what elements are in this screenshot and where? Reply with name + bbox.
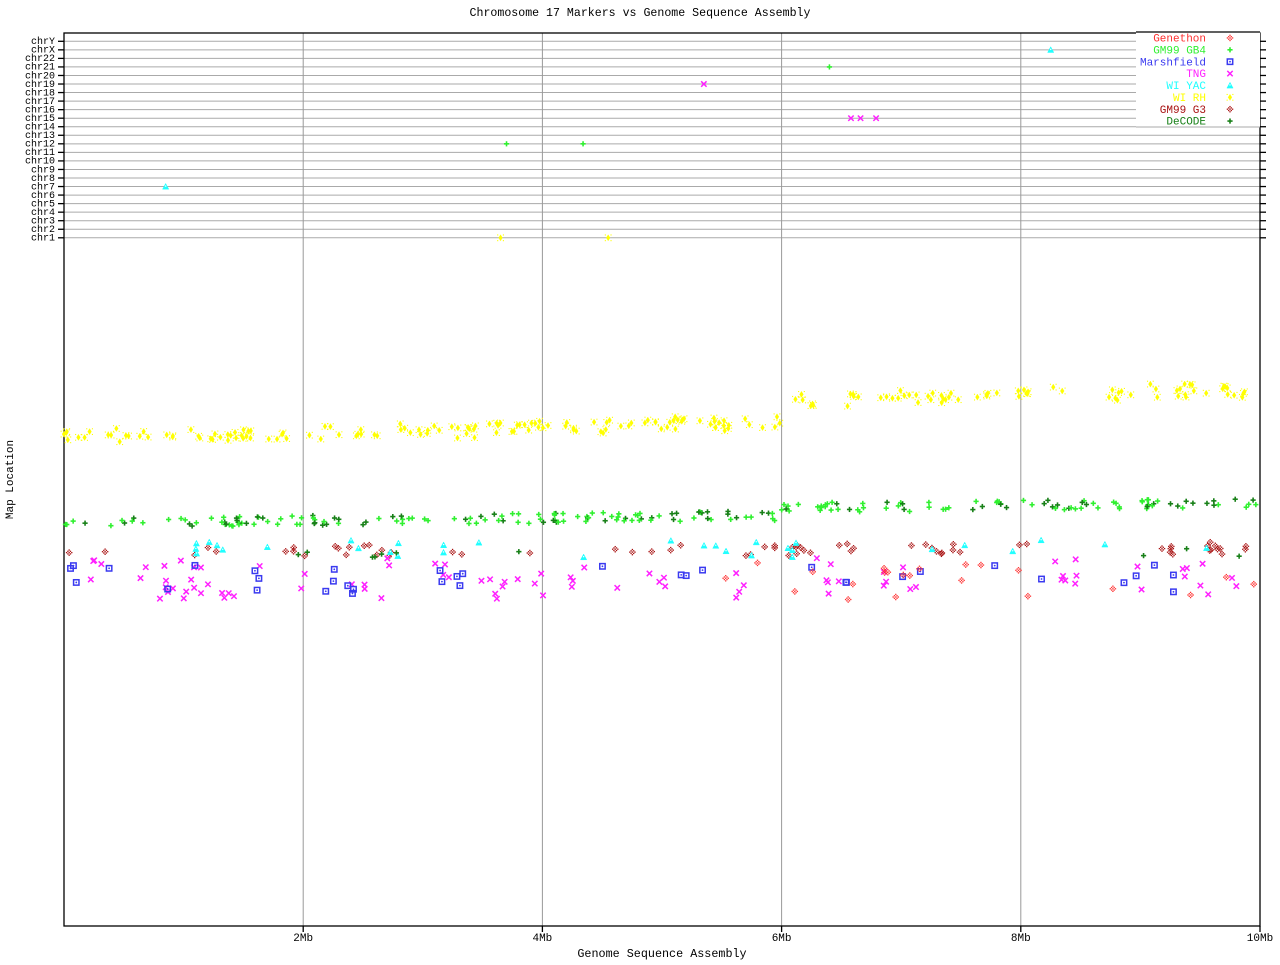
svg-text:4Mb: 4Mb	[532, 933, 552, 945]
svg-text:GM99 GB4: GM99 GB4	[1153, 45, 1206, 57]
svg-text:Marshfield: Marshfield	[1140, 57, 1206, 69]
svg-text:chr1: chr1	[31, 233, 55, 245]
svg-text:8Mb: 8Mb	[1011, 933, 1031, 945]
svg-text:Genome Sequence Assembly: Genome Sequence Assembly	[577, 947, 746, 960]
svg-text:GM99 G3: GM99 G3	[1160, 105, 1206, 117]
svg-text:Chromosome 17 Markers vs Genom: Chromosome 17 Markers vs Genome Sequence…	[470, 7, 811, 20]
svg-text:TNG: TNG	[1186, 69, 1206, 81]
svg-text:DeCODE: DeCODE	[1166, 117, 1206, 129]
svg-text:WI YAC: WI YAC	[1166, 81, 1206, 93]
svg-text:Genethon: Genethon	[1153, 34, 1206, 46]
svg-text:Map Location: Map Location	[5, 440, 17, 519]
svg-text:2Mb: 2Mb	[293, 933, 313, 945]
svg-text:WI RH: WI RH	[1173, 93, 1206, 105]
svg-text:10Mb: 10Mb	[1247, 933, 1273, 945]
svg-text:6Mb: 6Mb	[772, 933, 792, 945]
